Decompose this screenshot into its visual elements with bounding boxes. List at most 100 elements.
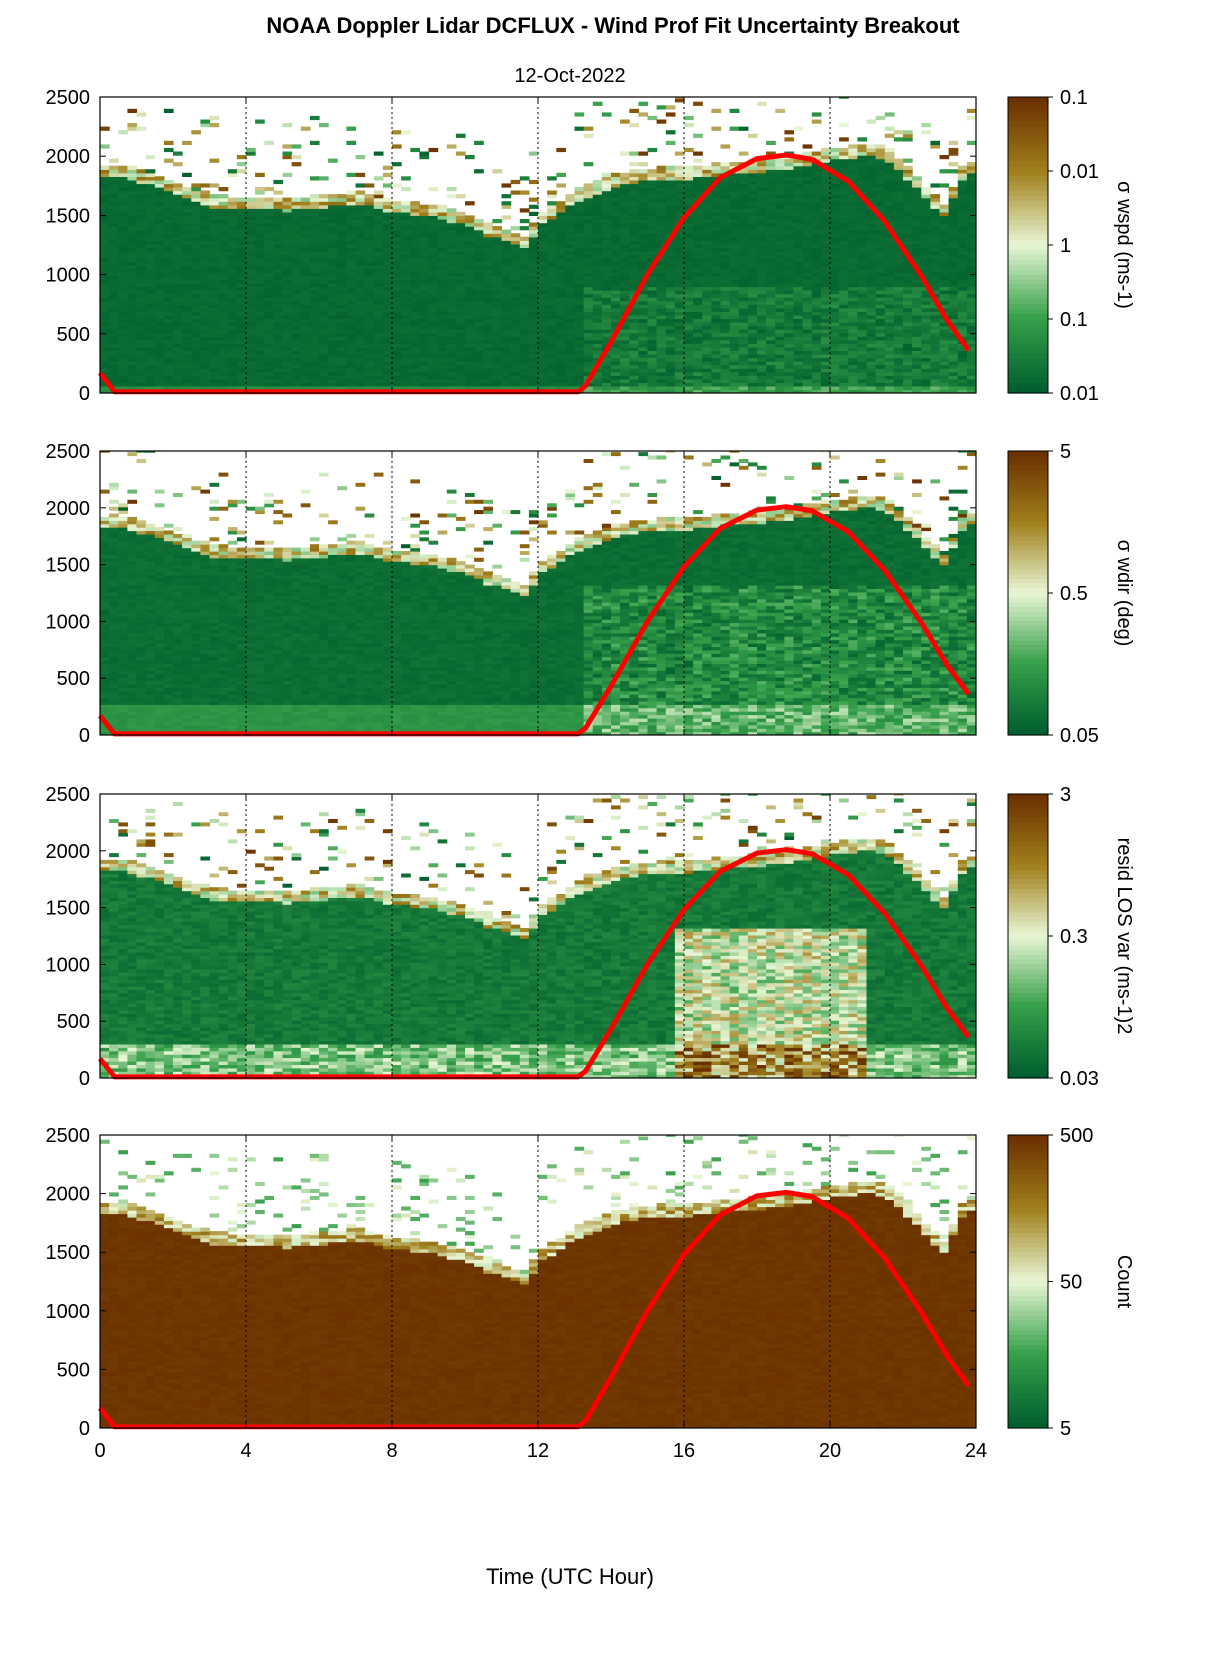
heatmap-cell (291, 211, 302, 216)
heatmap-cell (629, 279, 639, 284)
heatmap-cell (227, 265, 238, 270)
heatmap-cell (401, 307, 411, 312)
heatmap-cell (583, 314, 594, 320)
heatmap-cell (711, 350, 722, 355)
heatmap-cell (364, 290, 375, 295)
heatmap-cell (236, 155, 247, 160)
heatmap-cell (337, 385, 347, 391)
heatmap-cell (236, 258, 247, 263)
heatmap-cell (647, 343, 658, 348)
heatmap-cell (264, 140, 274, 145)
heatmap-cell (291, 222, 302, 227)
heatmap-cell (775, 307, 785, 312)
heatmap-cell (611, 361, 621, 366)
heatmap-cell (638, 151, 649, 156)
heatmap-cell (373, 194, 384, 199)
heatmap-cell (346, 350, 357, 355)
heatmap-cell (766, 382, 776, 387)
heatmap-cell (163, 353, 174, 359)
heatmap-cell (684, 307, 694, 312)
heatmap-cell (382, 243, 393, 248)
heatmap-cell (702, 357, 712, 362)
heatmap-cell (547, 282, 557, 288)
heatmap-cell (373, 353, 384, 359)
heatmap-cell (273, 350, 284, 355)
heatmap-cell (620, 293, 630, 298)
heatmap-cell (638, 378, 649, 383)
heatmap-cell (820, 226, 831, 231)
heatmap-cell (428, 247, 439, 252)
heatmap-cell (346, 219, 357, 224)
heatmap-cell (729, 346, 740, 351)
heatmap-cell (729, 226, 740, 231)
heatmap-cell (784, 339, 795, 344)
heatmap-cell (309, 204, 320, 209)
heatmap-cell (227, 318, 238, 323)
heatmap-cell (300, 357, 311, 362)
heatmap-cell (109, 250, 119, 256)
heatmap-cell (328, 243, 338, 248)
heatmap-cell (163, 307, 174, 312)
heatmap-cell (574, 339, 585, 344)
heatmap-cell (428, 282, 439, 288)
heatmap-cell (236, 211, 247, 216)
heatmap-cell (738, 368, 749, 373)
heatmap-cell (684, 123, 694, 128)
heatmap-cell (364, 357, 375, 362)
heatmap-cell (802, 233, 813, 238)
heatmap-cell (592, 350, 603, 355)
heatmap-cell (410, 297, 420, 302)
heatmap-cell (711, 272, 722, 277)
heatmap-cell (419, 258, 430, 263)
heatmap-cell (711, 243, 722, 248)
heatmap-cell (820, 236, 831, 241)
heatmap-cell (428, 208, 439, 213)
heatmap-cell (711, 268, 722, 273)
heatmap-cell (382, 172, 393, 177)
heatmap-cell (647, 250, 658, 256)
heatmap-cell (665, 194, 676, 199)
heatmap-cell (182, 361, 192, 366)
heatmap-cell (191, 275, 201, 280)
heatmap-cell (428, 254, 439, 259)
heatmap-cell (227, 236, 238, 241)
heatmap-cell (820, 304, 831, 309)
heatmap-cell (729, 293, 740, 298)
heatmap-cell (738, 169, 749, 174)
heatmap-cell (711, 176, 722, 181)
heatmap-cell (455, 286, 466, 291)
heatmap-cell (364, 346, 375, 351)
heatmap-cell (346, 371, 357, 376)
heatmap-cell (519, 378, 530, 383)
heatmap-cell (802, 250, 813, 256)
heatmap-cell (519, 272, 530, 277)
heatmap-cell (492, 336, 503, 341)
heatmap-cell (784, 130, 795, 135)
heatmap-cell (601, 361, 612, 366)
heatmap-cell (702, 336, 712, 341)
heatmap-cell (227, 250, 238, 256)
heatmap-cell (492, 385, 503, 391)
heatmap-cell (300, 336, 311, 341)
heatmap-cell (100, 208, 110, 213)
heatmap-cell (839, 293, 849, 298)
heatmap-cell (811, 226, 822, 231)
heatmap-cell (437, 247, 448, 252)
heatmap-cell (246, 226, 256, 231)
heatmap-cell (483, 325, 493, 330)
heatmap-cell (154, 378, 165, 383)
heatmap-cell (729, 162, 740, 167)
heatmap-cell (392, 272, 402, 277)
heatmap-cell (328, 318, 338, 323)
heatmap-cell (209, 275, 220, 280)
heatmap-cell (766, 286, 776, 291)
heatmap-cell (392, 353, 402, 359)
heatmap-cell (474, 322, 484, 327)
heatmap-cell (519, 254, 530, 259)
heatmap-cell (684, 204, 694, 209)
heatmap-cell (319, 176, 329, 181)
heatmap-cell (227, 339, 238, 344)
heatmap-cell (711, 293, 722, 298)
heatmap-cell (757, 339, 767, 344)
heatmap-cell (601, 339, 612, 344)
